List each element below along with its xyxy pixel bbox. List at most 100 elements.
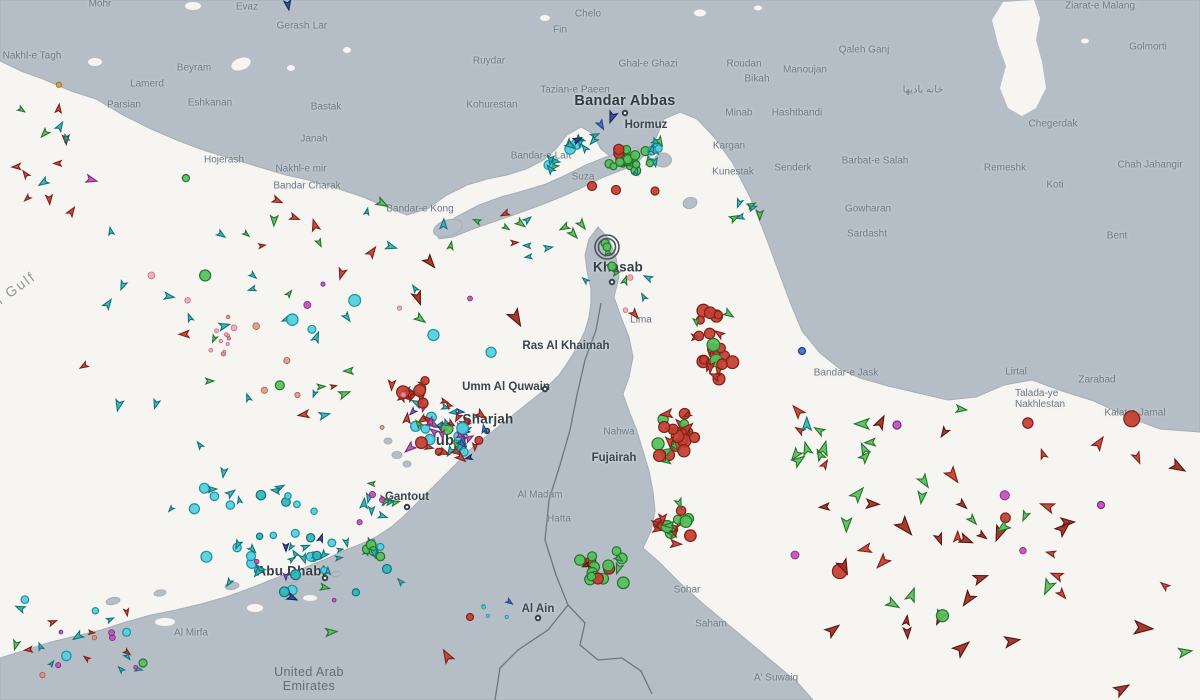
vessel-marker[interactable] (619, 274, 629, 287)
vessel-marker[interactable] (63, 132, 71, 144)
vessel-marker[interactable] (445, 400, 454, 411)
vessel-marker[interactable] (46, 618, 59, 628)
vessel-marker[interactable] (336, 266, 348, 281)
vessel-marker[interactable] (521, 215, 533, 226)
vessel-marker[interactable] (1038, 499, 1057, 515)
vessel-marker[interactable] (651, 437, 665, 451)
vessel-marker[interactable] (376, 510, 389, 520)
vessel-marker[interactable] (294, 391, 301, 398)
vessel-marker[interactable] (210, 333, 220, 344)
vessel-marker[interactable] (55, 81, 62, 88)
vessel-marker[interactable] (473, 407, 488, 421)
vessel-marker[interactable] (1044, 549, 1058, 559)
vessel-marker[interactable] (379, 424, 385, 430)
vessel-marker[interactable] (52, 159, 63, 168)
vessel-marker[interactable] (455, 431, 466, 439)
vessel-marker[interactable] (408, 406, 419, 417)
vessel-marker[interactable] (790, 550, 800, 560)
vessel-marker[interactable] (282, 572, 290, 582)
vessel-marker[interactable] (104, 616, 116, 625)
vessel-marker[interactable] (412, 311, 427, 325)
vessel-marker[interactable] (414, 436, 428, 450)
vessel-marker[interactable] (359, 496, 369, 510)
vessel-marker[interactable] (817, 501, 831, 511)
vessel-marker[interactable] (649, 136, 661, 146)
vessel-marker[interactable] (400, 391, 407, 398)
vessel-marker[interactable] (959, 588, 978, 609)
vessel-marker[interactable] (688, 431, 701, 444)
vessel-marker[interactable] (610, 184, 622, 196)
vessel-marker[interactable] (39, 671, 46, 679)
vessel-marker[interactable] (310, 507, 318, 516)
vessel-marker[interactable] (954, 403, 969, 414)
vessel-marker[interactable] (662, 520, 676, 530)
vessel-marker[interactable] (852, 417, 871, 431)
vessel-marker[interactable] (677, 444, 691, 458)
vessel-marker[interactable] (82, 655, 92, 664)
vessel-marker[interactable] (668, 439, 680, 452)
vessel-marker[interactable] (376, 542, 385, 552)
vessel-marker[interactable] (901, 614, 911, 627)
vessel-marker[interactable] (318, 548, 331, 561)
vessel-marker[interactable] (971, 571, 990, 587)
vessel-marker[interactable] (747, 204, 759, 213)
vessel-marker[interactable] (177, 329, 191, 339)
vessel-marker[interactable] (425, 415, 435, 428)
vessel-marker[interactable] (222, 349, 227, 354)
vessel-marker[interactable] (463, 453, 474, 461)
vessel-marker[interactable] (225, 342, 230, 347)
vessel-marker[interactable] (108, 629, 115, 636)
vessel-marker[interactable] (188, 503, 200, 515)
vessel-marker[interactable] (375, 551, 386, 562)
vessel-marker[interactable] (571, 135, 584, 146)
vessel-marker[interactable] (246, 284, 258, 293)
vessel-marker[interactable] (316, 383, 327, 391)
vessel-marker[interactable] (563, 138, 576, 151)
vessel-marker[interactable] (297, 552, 308, 565)
vessel-marker[interactable] (957, 532, 975, 547)
vessel-marker[interactable] (445, 418, 456, 428)
vessel-marker[interactable] (588, 131, 601, 142)
vessel-marker[interactable] (465, 612, 475, 622)
vessel-marker[interactable] (647, 143, 656, 156)
vessel-marker[interactable] (721, 307, 735, 320)
vessel-marker[interactable] (698, 354, 709, 365)
vessel-marker[interactable] (716, 358, 728, 370)
vessel-marker[interactable] (54, 102, 63, 115)
vessel-marker[interactable] (420, 375, 430, 386)
vessel-marker[interactable] (299, 543, 312, 553)
vessel-marker[interactable] (417, 397, 429, 409)
vessel-marker[interactable] (755, 209, 765, 222)
vessel-marker[interactable] (1090, 434, 1107, 453)
vessel-marker[interactable] (401, 411, 412, 425)
vessel-marker[interactable] (324, 565, 332, 576)
vessel-marker[interactable] (467, 295, 473, 302)
vessel-marker[interactable] (87, 629, 97, 636)
vessel-marker[interactable] (856, 542, 873, 555)
vessel-marker[interactable] (453, 450, 467, 464)
vessel-marker[interactable] (184, 297, 191, 304)
vessel-marker[interactable] (485, 346, 497, 358)
vessel-marker[interactable] (485, 613, 490, 618)
vessel-marker[interactable] (414, 419, 425, 430)
vessel-marker[interactable] (975, 529, 988, 541)
vessel-marker[interactable] (952, 529, 963, 543)
vessel-marker[interactable] (892, 420, 902, 430)
vessel-marker[interactable] (884, 595, 902, 611)
vessel-marker[interactable] (121, 647, 132, 657)
vessel-marker[interactable] (1040, 577, 1058, 597)
vessel-marker[interactable] (379, 496, 386, 504)
vessel-marker[interactable] (269, 214, 280, 228)
vessel-marker[interactable] (396, 577, 406, 588)
vessel-marker[interactable] (546, 154, 556, 167)
vessel-marker[interactable] (241, 228, 251, 238)
vessel-marker[interactable] (20, 595, 30, 605)
vessel-marker[interactable] (117, 665, 127, 675)
vessel-marker[interactable] (309, 218, 322, 233)
vessel-marker[interactable] (801, 415, 813, 432)
vessel-marker[interactable] (449, 445, 463, 458)
vessel-marker[interactable] (383, 240, 399, 252)
vessel-marker[interactable] (650, 156, 659, 169)
vessel-marker[interactable] (440, 402, 451, 411)
vessel-marker[interactable] (421, 252, 438, 271)
